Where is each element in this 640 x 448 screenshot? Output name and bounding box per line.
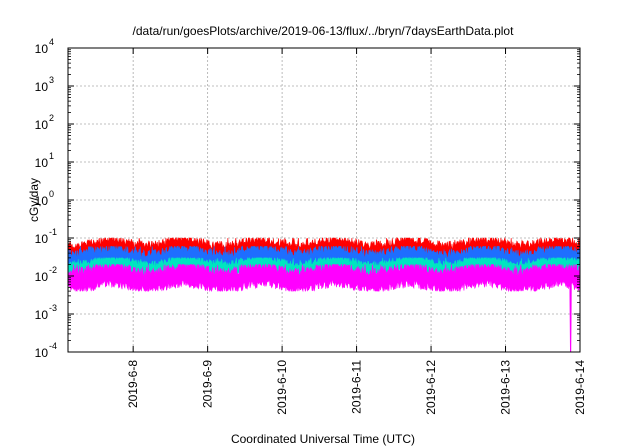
- y-tick-label: 10-2: [35, 265, 57, 284]
- x-tick-label: 2019-6-11: [350, 360, 364, 414]
- x-tick-label: 2019-6-14: [573, 360, 587, 415]
- chart-title: /data/run/goesPlots/archive/2019-06-13/f…: [133, 24, 515, 38]
- x-axis-label: Coordinated Universal Time (UTC): [231, 432, 415, 446]
- x-tick-label: 2019-6-9: [201, 360, 215, 408]
- y-axis: 104 103 102 101 100 10-1 10-2 10-3 10-4: [35, 37, 580, 360]
- y-tick-label: 10-4: [35, 341, 57, 360]
- y-tick-label: 10-3: [35, 303, 57, 322]
- x-tick-label: 2019-6-12: [424, 360, 438, 415]
- x-tick-label: 2019-6-13: [499, 360, 513, 415]
- y-tick-label: 100: [35, 189, 54, 208]
- x-tick-label: 2019-6-10: [275, 360, 289, 415]
- grid-lines: [68, 48, 580, 352]
- y-tick-label: 102: [35, 113, 54, 132]
- y-tick-label: 104: [35, 37, 54, 56]
- y-tick-label: 101: [35, 151, 54, 170]
- y-axis-label: cGy/day: [27, 178, 41, 222]
- x-axis: 2019-6-8 2019-6-9 2019-6-10 2019-6-11 2019-6…: [126, 48, 587, 415]
- y-tick-label: 103: [35, 75, 54, 94]
- x-tick-label: 2019-6-8: [126, 360, 140, 408]
- series-band: [67, 263, 581, 353]
- y-tick-label: 10-1: [35, 227, 57, 246]
- series-layer: [67, 236, 581, 353]
